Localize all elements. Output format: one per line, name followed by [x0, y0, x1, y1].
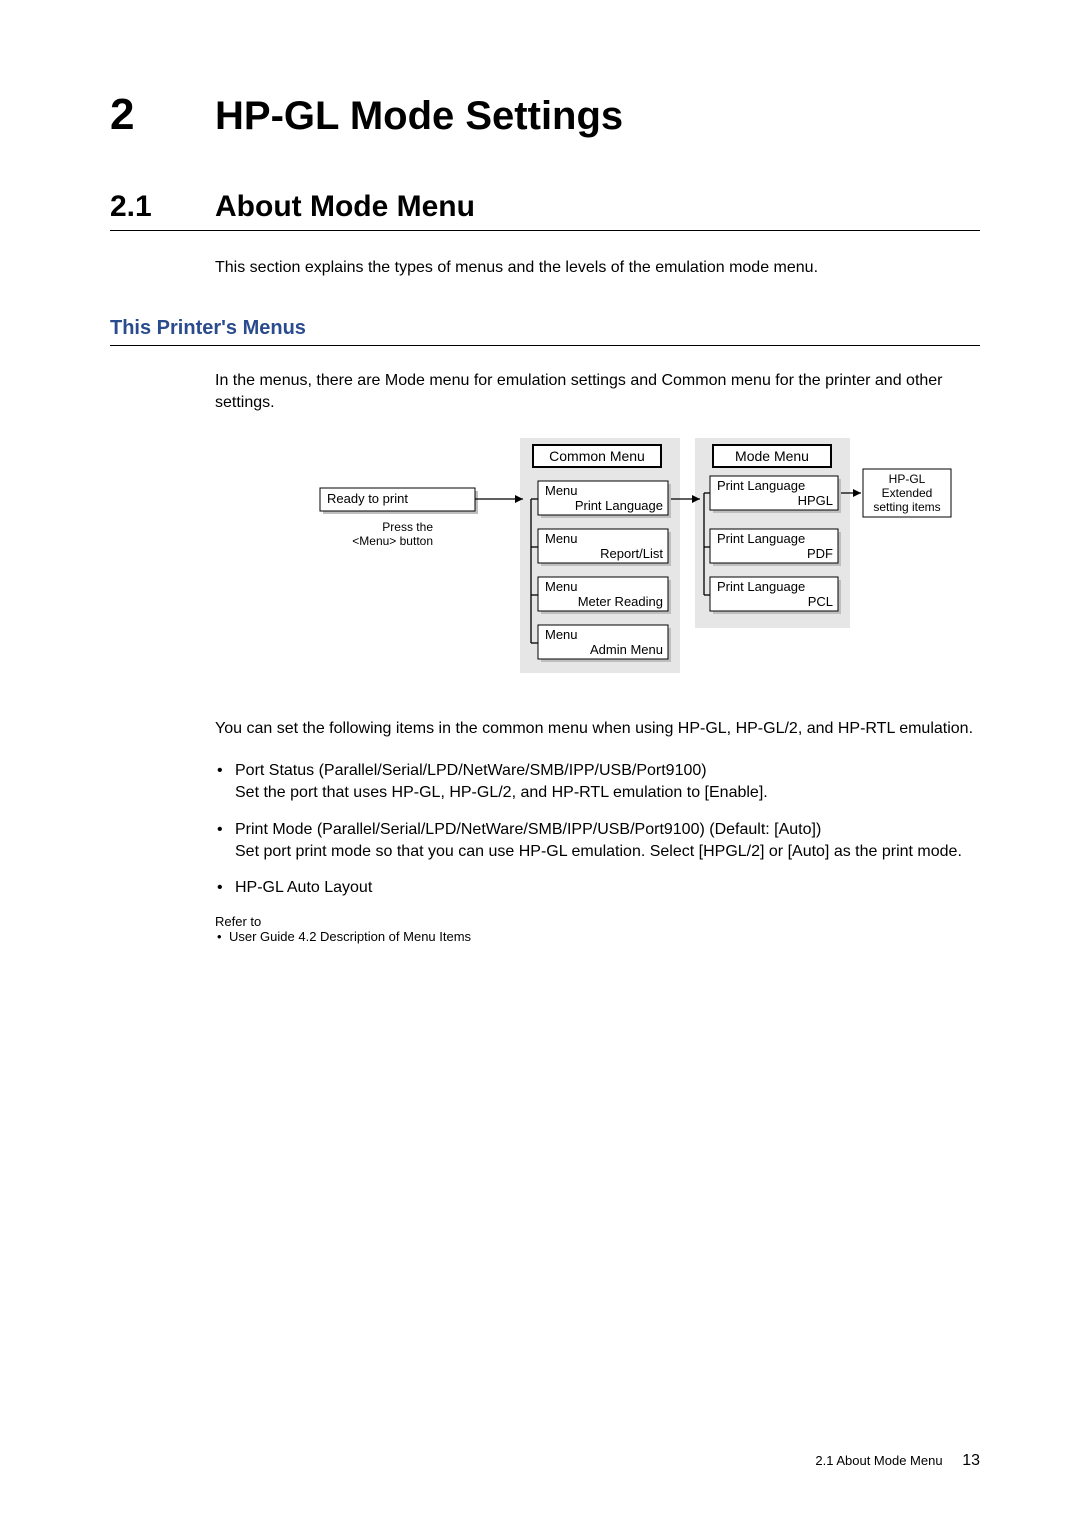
svg-text:Print Language: Print Language: [575, 498, 663, 513]
chapter-heading: 2 HP-GL Mode Settings: [110, 90, 980, 140]
page-content: 2 HP-GL Mode Settings 2.1 About Mode Men…: [0, 0, 1080, 944]
subsection-title: This Printer's Menus: [110, 317, 980, 346]
svg-text:Meter Reading: Meter Reading: [578, 594, 663, 609]
footer-text: 2.1 About Mode Menu: [815, 1453, 942, 1468]
menu-diagram: Common Menu Mode Menu Ready to print Pre…: [215, 433, 980, 688]
section-heading: 2.1 About Mode Menu: [110, 190, 980, 231]
chapter-title: HP-GL Mode Settings: [215, 94, 623, 139]
section-intro: This section explains the types of menus…: [215, 259, 980, 277]
page-number: 13: [962, 1452, 980, 1469]
bullet-text: Print Mode (Parallel/Serial/LPD/NetWare/…: [235, 821, 962, 860]
svg-text:Extended: Extended: [882, 486, 933, 500]
svg-text:Print Language: Print Language: [717, 579, 805, 594]
refer-to-item: User Guide 4.2 Description of Menu Items: [215, 929, 980, 944]
svg-text:Menu: Menu: [545, 483, 578, 498]
press-line2: <Menu> button: [352, 534, 433, 548]
svg-text:HPGL: HPGL: [798, 493, 833, 508]
extended-node: HP-GL Extended setting items: [863, 469, 951, 517]
svg-text:setting items: setting items: [873, 500, 940, 514]
bullet-item: HP-GL Auto Layout: [215, 877, 980, 899]
section-title: About Mode Menu: [215, 190, 475, 224]
mode-item-1: Print Language PDF: [710, 529, 841, 566]
bullet-text: HP-GL Auto Layout: [235, 879, 372, 896]
svg-text:Print Language: Print Language: [717, 478, 805, 493]
common-menu-header: Common Menu: [549, 448, 645, 464]
common-item-0: Menu Print Language: [538, 481, 671, 518]
ready-node: Ready to print: [320, 488, 478, 514]
svg-text:Menu: Menu: [545, 627, 578, 642]
svg-text:Menu: Menu: [545, 579, 578, 594]
refer-to-label: Refer to: [215, 914, 980, 929]
bullet-item: Port Status (Parallel/Serial/LPD/NetWare…: [215, 760, 980, 805]
svg-text:Print Language: Print Language: [717, 531, 805, 546]
svg-text:Admin Menu: Admin Menu: [590, 642, 663, 657]
mode-menu-header: Mode Menu: [735, 448, 809, 464]
mode-item-2: Print Language PCL: [710, 577, 841, 614]
svg-text:PDF: PDF: [807, 546, 833, 561]
refer-to-list: User Guide 4.2 Description of Menu Items: [215, 929, 980, 944]
bullet-text: Port Status (Parallel/Serial/LPD/NetWare…: [235, 762, 768, 801]
ready-label: Ready to print: [327, 491, 408, 506]
after-diagram-paragraph: You can set the following items in the c…: [215, 718, 980, 740]
chapter-number: 2: [110, 90, 215, 140]
page-footer: 2.1 About Mode Menu 13: [815, 1452, 980, 1470]
svg-text:Menu: Menu: [545, 531, 578, 546]
bullet-list: Port Status (Parallel/Serial/LPD/NetWare…: [215, 760, 980, 900]
svg-text:PCL: PCL: [808, 594, 833, 609]
svg-text:HP-GL: HP-GL: [889, 472, 926, 486]
svg-text:Report/List: Report/List: [600, 546, 663, 561]
common-item-3: Menu Admin Menu: [538, 625, 671, 662]
mode-item-0: Print Language HPGL: [710, 476, 841, 513]
common-item-1: Menu Report/List: [538, 529, 671, 566]
subsection-paragraph: In the menus, there are Mode menu for em…: [215, 370, 980, 413]
press-line1: Press the: [382, 520, 433, 534]
section-number: 2.1: [110, 190, 215, 224]
bullet-item: Print Mode (Parallel/Serial/LPD/NetWare/…: [215, 819, 980, 864]
common-item-2: Menu Meter Reading: [538, 577, 671, 614]
